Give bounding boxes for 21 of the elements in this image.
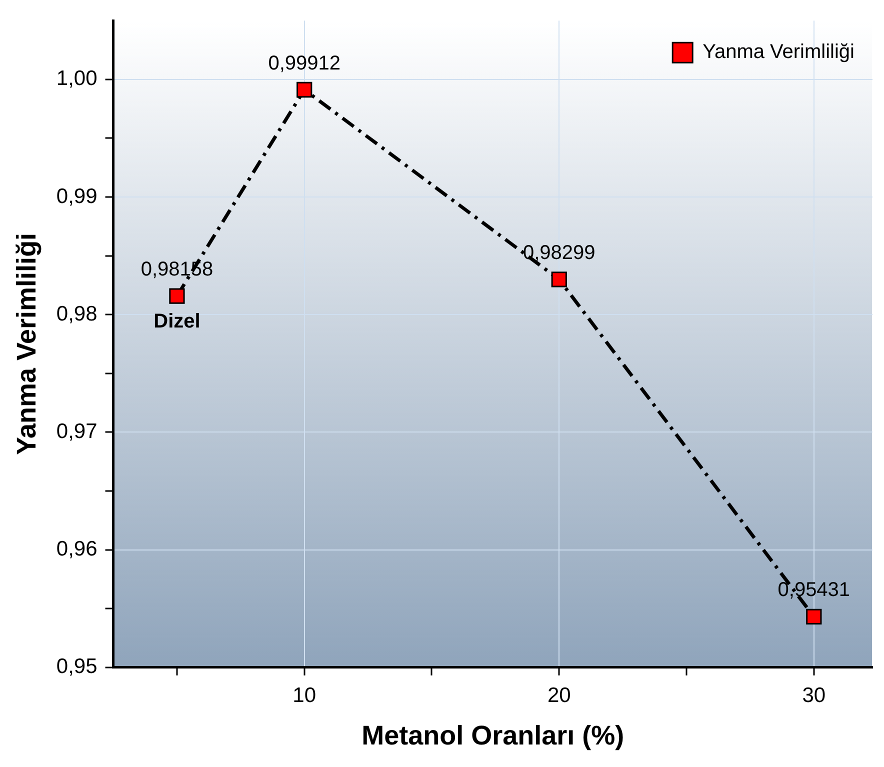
data-label: 0,99912	[268, 52, 340, 74]
annotation: Dizel	[154, 310, 200, 333]
x-axis-title: Metanol Oranları (%)	[362, 720, 624, 750]
y-tick-label: 1,00	[56, 67, 98, 90]
y-tick-label: 0,99	[56, 184, 98, 208]
point	[169, 288, 185, 304]
y-tick-label: 0,98	[56, 302, 98, 326]
y-axis-title: Yanma Verimliliği	[12, 232, 42, 456]
y-tick-label: 0,95	[56, 655, 98, 678]
point	[296, 82, 312, 98]
x-tick-label: 20	[547, 684, 571, 707]
point	[551, 272, 567, 288]
y-tick-label: 0,96	[56, 538, 98, 561]
legend-label: Yanma Verimliliği	[702, 41, 854, 64]
y-tick-label: 0,97	[56, 420, 98, 443]
data-label: 0,98299	[522, 242, 596, 264]
x-tick-label: 10	[292, 684, 316, 707]
point	[806, 608, 822, 625]
data-label: 0,95431	[778, 579, 850, 602]
data-label: 0,98158	[140, 258, 214, 281]
x-tick-label: 30	[802, 684, 826, 707]
